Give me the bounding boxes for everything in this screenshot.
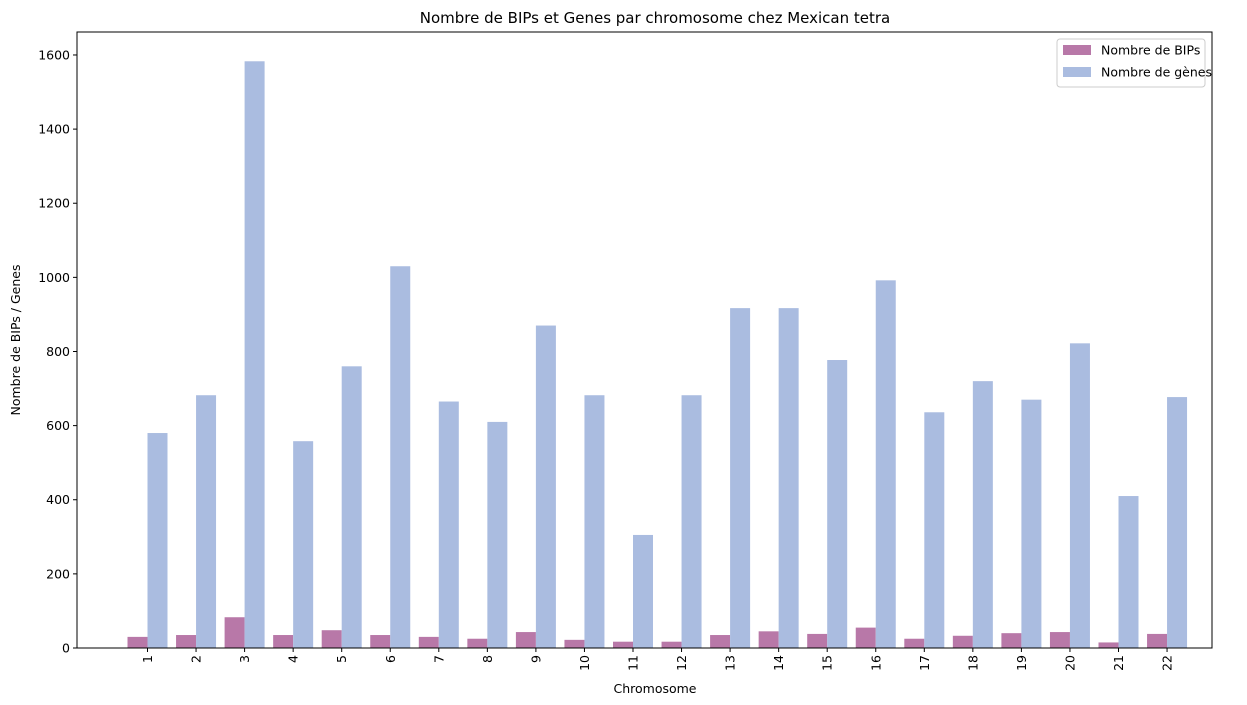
bar-genes-17 xyxy=(924,412,945,648)
x-tick-label: 17 xyxy=(917,655,932,671)
bar-bips-15 xyxy=(807,633,828,648)
bar-bips-18 xyxy=(952,635,973,648)
x-tick-label: 15 xyxy=(820,655,835,671)
bar-bips-8 xyxy=(467,638,488,648)
bar-bips-21 xyxy=(1098,642,1119,648)
x-tick-label: 12 xyxy=(674,655,689,671)
bar-genes-16 xyxy=(875,280,896,648)
y-tick-label: 1600 xyxy=(38,47,70,62)
x-tick-label: 19 xyxy=(1014,655,1029,671)
bar-genes-22 xyxy=(1167,397,1188,648)
bar-bips-17 xyxy=(904,638,925,648)
x-axis-label: Chromosome xyxy=(613,681,696,696)
x-tick-label: 9 xyxy=(528,655,543,663)
bar-bips-14 xyxy=(758,631,779,648)
y-tick-label: 1400 xyxy=(38,122,70,137)
x-tick-label: 10 xyxy=(577,655,592,671)
y-tick-label: 1000 xyxy=(38,270,70,285)
bar-genes-2 xyxy=(196,395,217,648)
bar-bips-13 xyxy=(710,635,731,648)
x-tick-label: 5 xyxy=(334,655,349,663)
legend-label: Nombre de gènes xyxy=(1101,65,1212,80)
bar-genes-18 xyxy=(972,381,993,648)
bar-bips-10 xyxy=(564,639,585,648)
bar-bips-11 xyxy=(613,641,633,648)
x-tick-label: 18 xyxy=(965,655,980,671)
bar-bips-9 xyxy=(515,632,536,648)
bar-bips-5 xyxy=(321,630,342,648)
x-tick-label: 1 xyxy=(140,655,155,663)
y-axis: 0 200 400 600 800 1000 1200 1400 1600 xyxy=(38,47,77,656)
bar-genes-11 xyxy=(633,534,653,648)
chart-title: Nombre de BIPs et Genes par chromosome c… xyxy=(420,9,890,27)
plot-frame xyxy=(76,31,1213,649)
bar-genes-20 xyxy=(1069,343,1090,648)
y-tick-label: 0 xyxy=(62,641,70,656)
y-tick-label: 1200 xyxy=(38,196,70,211)
plot-area xyxy=(127,61,1188,648)
legend-swatch xyxy=(1063,67,1091,77)
bar-genes-10 xyxy=(584,395,605,648)
bar-genes-6 xyxy=(390,266,411,648)
bar-bips-4 xyxy=(273,635,294,648)
bar-bips-22 xyxy=(1147,633,1168,648)
bar-genes-4 xyxy=(293,441,314,648)
legend-label: Nombre de BIPs xyxy=(1101,43,1200,58)
bar-genes-5 xyxy=(341,366,362,648)
bar-bips-16 xyxy=(855,627,876,648)
x-tick-label: 22 xyxy=(1160,655,1175,671)
bar-genes-12 xyxy=(681,395,702,648)
bar-genes-19 xyxy=(1021,399,1042,648)
x-tick-label: 14 xyxy=(771,655,786,671)
bar-genes-1 xyxy=(147,433,168,648)
y-tick-label: 800 xyxy=(46,344,70,359)
bar-genes-9 xyxy=(535,325,556,648)
bar-bips-3 xyxy=(224,617,245,648)
x-tick-label: 7 xyxy=(431,655,446,663)
x-axis: 1 2 3 4 5 6 7 8 9 10 11 12 13 14 15 16 17 18 19 20 21 22 xyxy=(140,648,1175,671)
bar-genes-3 xyxy=(244,61,265,648)
x-tick-label: 8 xyxy=(480,655,495,663)
legend-box xyxy=(1056,38,1206,88)
x-tick-label: 4 xyxy=(286,655,301,663)
legend: Nombre de BIPs Nombre de gènes xyxy=(1056,38,1212,88)
x-tick-label: 16 xyxy=(868,655,883,671)
x-tick-label: 11 xyxy=(626,655,641,671)
bar-bips-2 xyxy=(176,635,197,648)
x-tick-label: 20 xyxy=(1062,655,1077,671)
x-tick-label: 13 xyxy=(723,655,738,671)
y-tick-label: 400 xyxy=(46,492,70,507)
bar-genes-15 xyxy=(827,360,848,648)
bar-genes-21 xyxy=(1118,496,1139,648)
bar-bips-7 xyxy=(418,636,439,648)
bar-genes-13 xyxy=(730,308,751,648)
y-axis-label: Nombre de BIPs / Genes xyxy=(8,265,23,416)
x-tick-label: 21 xyxy=(1111,655,1126,671)
x-tick-label: 3 xyxy=(237,655,252,663)
x-tick-label: 6 xyxy=(383,655,398,663)
bar-bips-6 xyxy=(370,635,391,648)
y-tick-label: 600 xyxy=(46,418,70,433)
bar-genes-8 xyxy=(487,421,508,648)
y-tick-label: 200 xyxy=(46,566,70,581)
bar-bips-20 xyxy=(1049,632,1070,648)
bar-bips-19 xyxy=(1001,633,1022,648)
bar-genes-14 xyxy=(778,308,799,648)
bar-bips-1 xyxy=(127,636,148,648)
x-tick-label: 2 xyxy=(189,655,204,663)
bar-genes-7 xyxy=(438,401,459,648)
bar-bips-12 xyxy=(661,641,682,648)
legend-swatch xyxy=(1063,45,1091,55)
